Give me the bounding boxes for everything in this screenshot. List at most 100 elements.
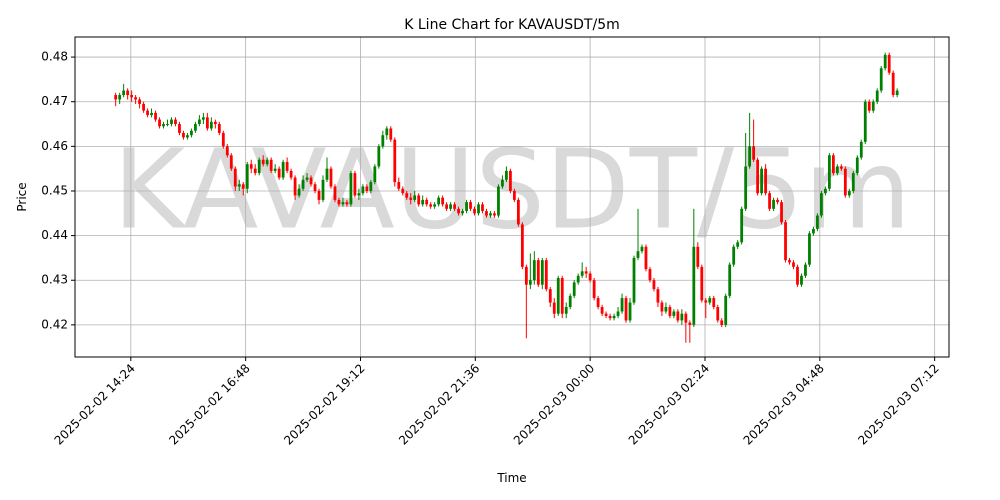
candle-body — [385, 128, 389, 136]
candle-body — [560, 278, 564, 314]
candle-body — [879, 68, 883, 91]
candle-body — [445, 204, 449, 209]
candle-body — [827, 155, 831, 189]
candle-body — [205, 117, 209, 129]
candle-body — [198, 119, 201, 125]
candle-body — [684, 313, 688, 323]
candle-body — [325, 168, 329, 180]
candle-body — [134, 97, 138, 100]
y-tick-label: 0.42 — [41, 317, 68, 331]
candle-body — [712, 298, 716, 308]
candle-body — [441, 197, 445, 205]
candle-body — [668, 307, 672, 316]
candle-body — [465, 202, 468, 212]
candle-body — [461, 211, 464, 214]
candle-body — [724, 295, 728, 325]
candle-body — [612, 315, 616, 319]
candle-body — [812, 228, 815, 234]
candle-body — [784, 222, 787, 261]
candle-body — [520, 224, 524, 267]
candle-body — [357, 193, 361, 196]
candle-body — [632, 257, 636, 303]
candle-body — [672, 311, 676, 316]
candle-body — [640, 246, 644, 252]
candle-body — [182, 132, 185, 138]
candle-body — [313, 184, 317, 191]
candle-body — [345, 202, 349, 205]
candle-body — [596, 298, 600, 308]
candle-body — [516, 199, 520, 225]
candle-body — [716, 307, 720, 321]
y-tick-label: 0.43 — [41, 273, 68, 287]
candle-body — [732, 246, 736, 265]
candle-body — [285, 161, 289, 171]
candle-body — [756, 159, 760, 194]
candle-body — [277, 168, 281, 178]
candle-body — [118, 95, 122, 100]
candle-body — [780, 202, 783, 223]
candle-body — [748, 146, 752, 167]
candle-body — [142, 103, 145, 111]
candle-body — [660, 302, 664, 312]
candle-body — [473, 208, 476, 214]
candle-body — [381, 135, 385, 147]
candle-body — [477, 204, 480, 214]
candle-body — [859, 141, 863, 158]
x-axis-label: Time — [496, 471, 526, 485]
candle-body — [512, 190, 516, 200]
candle-body — [453, 204, 456, 209]
candle-body — [377, 146, 381, 167]
candle-body — [194, 124, 197, 131]
candle-body — [309, 177, 313, 185]
candle-body — [257, 159, 261, 174]
candle-body — [293, 177, 297, 196]
candle-body — [417, 195, 421, 205]
candle-body — [122, 90, 126, 96]
candle-body — [397, 182, 401, 189]
candle-body — [114, 95, 118, 100]
candle-body — [728, 264, 732, 296]
candle-body — [820, 193, 823, 216]
candle-body — [796, 266, 799, 285]
watermark: KAVAUSDT/5m — [113, 125, 911, 253]
candle-body — [305, 177, 309, 180]
candle-body — [800, 275, 803, 285]
candle-body — [401, 188, 405, 194]
candle-body — [552, 302, 556, 314]
candle-body — [895, 90, 899, 96]
candle-body — [237, 184, 241, 187]
candle-body — [393, 139, 397, 183]
candle-body — [696, 246, 700, 267]
candle-body — [221, 132, 225, 147]
candle-body — [126, 90, 130, 96]
candle-body — [321, 179, 325, 200]
candle-body — [788, 260, 791, 263]
candle-body — [572, 282, 576, 296]
candle-body — [349, 173, 353, 205]
candle-body — [261, 159, 265, 165]
candle-body — [540, 260, 544, 285]
candle-body — [831, 155, 835, 174]
candle-body — [166, 124, 169, 126]
candle-body — [497, 186, 500, 216]
candle-body — [744, 166, 748, 209]
candle-body — [333, 186, 337, 200]
candle-body — [233, 168, 237, 187]
candle-body — [620, 298, 624, 312]
candle-body — [736, 242, 740, 247]
candle-body — [245, 164, 249, 189]
candle-body — [469, 202, 472, 209]
candle-body — [652, 280, 656, 290]
candle-body — [592, 280, 596, 299]
candle-body — [413, 195, 417, 200]
candle-body — [835, 166, 839, 174]
candle-body — [201, 117, 205, 120]
candle-body — [146, 110, 149, 116]
candle-body — [150, 112, 153, 116]
candle-body — [158, 119, 161, 127]
candle-body — [297, 188, 301, 196]
candle-body — [225, 146, 229, 156]
candle-body — [170, 119, 173, 125]
